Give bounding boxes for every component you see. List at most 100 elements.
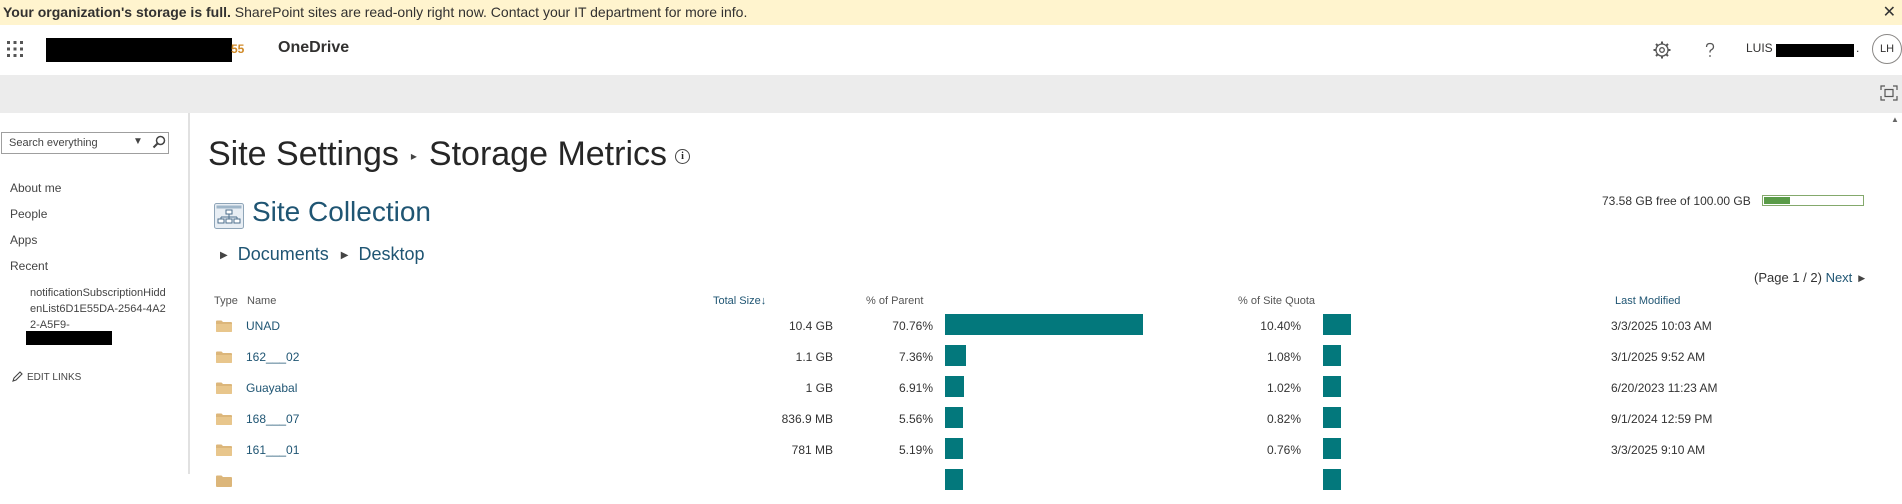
col-header-type: Type (214, 295, 238, 307)
search-scope-dropdown-icon[interactable]: ▼ (133, 136, 143, 147)
title-storage-metrics: Storage Metrics (428, 135, 668, 173)
quota-bar (1762, 195, 1864, 206)
row-modified: 9/1/2024 12:59 PM (1611, 412, 1713, 426)
parent-pct-bar (945, 438, 963, 459)
quota-pct-bar (1323, 345, 1341, 366)
table-row: 168___07 836.9 MB 5.56% 0.82% 9/1/2024 1… (190, 407, 1870, 442)
nav-apps[interactable]: Apps (10, 233, 38, 247)
storage-full-banner: Your organization's storage is full. Sha… (0, 0, 1902, 25)
col-header-pct-parent: % of Parent (866, 295, 924, 307)
folder-icon (216, 475, 232, 487)
nav-about-me[interactable]: About me (10, 181, 62, 195)
info-icon[interactable]: i (675, 148, 691, 164)
avatar[interactable]: LH (1872, 34, 1902, 64)
site-collection-icon (214, 203, 244, 229)
breadcrumb-desktop[interactable]: Desktop (358, 244, 425, 264)
row-name[interactable]: 168___07 (246, 412, 300, 426)
table-row: 161___01 781 MB 5.19% 0.76% 3/3/2025 9:1… (190, 438, 1870, 473)
search-icon[interactable] (152, 135, 166, 149)
table-row: UNAD 10.4 GB 70.76% 10.40% 3/3/2025 10:0… (190, 314, 1870, 349)
app-name[interactable]: OneDrive (278, 39, 350, 56)
search-input[interactable] (9, 135, 124, 151)
edit-links-label: EDIT LINKS (27, 372, 82, 383)
title-separator-icon: ▸ (410, 149, 417, 164)
focus-mode-icon[interactable] (1880, 85, 1898, 101)
user-name[interactable]: LUIS (1746, 41, 1773, 55)
scroll-up-arrow-icon[interactable]: ▲ (1891, 115, 1899, 124)
row-modified: 3/3/2025 9:10 AM (1611, 443, 1706, 457)
row-size: 10.4 GB (788, 319, 833, 333)
quota-text: 73.58 GB free of 100.00 GB (1602, 194, 1751, 208)
pager-text: (Page 1 / 2) (1754, 270, 1822, 285)
breadcrumb-documents[interactable]: Documents (237, 244, 329, 264)
table-row: Guayabal 1 GB 6.91% 1.02% 6/20/2023 11:2… (190, 376, 1870, 411)
row-pct-parent: 5.56% (898, 412, 933, 426)
row-pct-quota: 0.82% (1266, 412, 1301, 426)
ribbon-strip (0, 75, 1902, 113)
table-row-partial (190, 469, 1870, 504)
col-header-total-size[interactable]: Total Size↓ (713, 295, 766, 307)
next-arrow-icon[interactable]: ▶ (1858, 273, 1866, 283)
title-site-settings[interactable]: Site Settings (208, 135, 399, 173)
row-pct-parent: 70.76% (892, 319, 933, 333)
quota-pct-bar (1323, 407, 1341, 428)
next-page-link[interactable]: Next (1825, 270, 1853, 285)
breadcrumb-arrow-icon: ▶ (340, 249, 349, 261)
col-header-name[interactable]: Name (247, 295, 277, 307)
banner-text: SharePoint sites are read-only right now… (230, 4, 748, 20)
quota-bar-fill (1764, 197, 1790, 204)
redacted-user-surname (1776, 44, 1854, 57)
redacted-org-logo[interactable] (46, 38, 232, 62)
quota-pct-bar (1323, 469, 1341, 490)
page-title: Site Settings ▸ Storage Metrics i (208, 135, 691, 174)
edit-links-button[interactable]: EDIT LINKS (12, 371, 81, 383)
total-size-label: Total Size (713, 295, 761, 307)
recent-item[interactable]: notificationSubscriptionHiddenList6D1E55… (30, 287, 166, 331)
breadcrumb-arrow-icon: ▶ (220, 249, 228, 261)
row-modified: 3/3/2025 10:03 AM (1611, 319, 1712, 333)
folder-icon (216, 413, 232, 425)
row-name[interactable]: Guayabal (246, 381, 298, 395)
row-name[interactable]: 162___02 (246, 350, 300, 364)
row-modified: 3/1/2025 9:52 AM (1611, 350, 1706, 364)
vertical-scrollbar[interactable]: ▲ (1891, 113, 1899, 474)
left-navigation: ▼ About me People Apps Recent notificati… (0, 113, 190, 474)
parent-pct-bar (945, 376, 964, 397)
col-header-last-modified[interactable]: Last Modified (1615, 295, 1681, 307)
settings-gear-icon[interactable] (1651, 39, 1673, 61)
parent-pct-bar (945, 469, 963, 490)
row-name[interactable]: UNAD (246, 319, 281, 333)
table-row: 162___02 1.1 GB 7.36% 1.08% 3/1/2025 9:5… (190, 345, 1870, 380)
quota-pct-bar (1323, 314, 1351, 335)
row-pct-quota: 10.40% (1260, 319, 1301, 333)
suite-bar: 55 OneDrive LUIS . LH (0, 25, 1902, 75)
row-pct-parent: 6.91% (898, 381, 933, 395)
nav-people[interactable]: People (10, 207, 48, 221)
folder-icon (216, 444, 232, 456)
pager: (Page 1 / 2) Next ▶ (1754, 270, 1865, 285)
close-icon[interactable]: ✕ (1882, 4, 1896, 21)
row-size: 1 GB (805, 381, 833, 395)
parent-pct-bar (945, 345, 966, 366)
app-launcher-icon[interactable] (6, 40, 24, 58)
row-pct-quota: 1.08% (1266, 350, 1301, 364)
row-pct-quota: 0.76% (1266, 443, 1301, 457)
row-size: 836.9 MB (781, 412, 833, 426)
row-size: 1.1 GB (795, 350, 833, 364)
col-header-pct-quota: % of Site Quota (1238, 295, 1316, 307)
site-collection-heading: Site Collection (252, 196, 431, 227)
main-content: ▲ Site Settings ▸ Storage Metrics i Site Co… (190, 113, 1902, 490)
banner-message: Your organization's storage is full. Sha… (3, 0, 747, 25)
row-pct-parent: 7.36% (898, 350, 933, 364)
parent-pct-bar (945, 314, 1143, 335)
user-name-trailing: . (1856, 41, 1860, 55)
pencil-icon (12, 371, 23, 382)
banner-bold-text: Your organization's storage is full. (3, 4, 231, 20)
row-modified: 6/20/2023 11:23 AM (1611, 381, 1718, 395)
nav-recent[interactable]: Recent (10, 259, 49, 273)
help-icon[interactable] (1699, 39, 1721, 61)
row-name[interactable]: 161___01 (246, 443, 300, 457)
sort-descending-icon: ↓ (760, 295, 767, 307)
logo-tail-text: 55 (231, 42, 245, 56)
quota-pct-bar (1323, 438, 1341, 459)
